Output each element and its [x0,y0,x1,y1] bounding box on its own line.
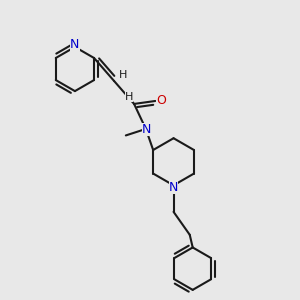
Text: N: N [70,38,80,51]
Text: N: N [169,181,178,194]
Text: N: N [142,123,152,136]
Text: H: H [119,70,127,80]
Text: O: O [156,94,166,107]
Text: H: H [124,92,133,102]
